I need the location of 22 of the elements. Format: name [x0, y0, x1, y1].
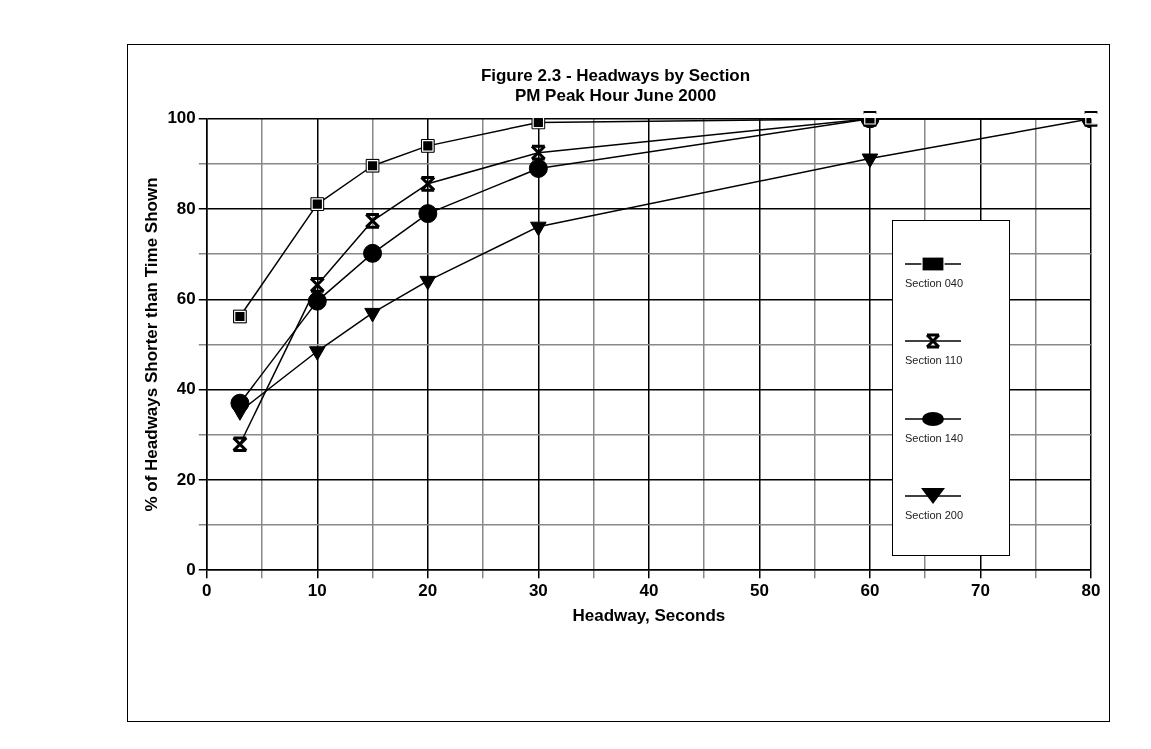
x-axis-title: Headway, Seconds	[572, 606, 726, 626]
legend-label: Section 140	[905, 431, 964, 444]
x-tick-label: 0	[202, 581, 212, 601]
y-tick-label: 20	[176, 469, 196, 489]
y-tick-label: 80	[176, 198, 196, 218]
y-tick-label: 0	[186, 559, 196, 579]
y-tick-label: 40	[176, 379, 196, 399]
x-tick-label: 60	[860, 581, 880, 601]
y-tick-label: 60	[176, 289, 196, 309]
x-tick-label: 40	[639, 581, 659, 601]
y-axis-title: % of Headways Shorter than Time Shown	[141, 177, 161, 512]
x-tick-label: 10	[307, 581, 327, 601]
x-tick-label: 80	[1081, 581, 1101, 601]
legend-label: Section 040	[905, 276, 964, 289]
legend-label: Section 200	[905, 509, 964, 522]
x-tick-label: 70	[971, 581, 990, 601]
legend-label: Section 110	[905, 354, 963, 367]
chart-title: Figure 2.3 - Headways by Section PM Peak Hour June 2000	[480, 65, 751, 106]
x-tick-label: 30	[528, 581, 548, 601]
x-tick-label: 50	[749, 581, 769, 601]
y-tick-label: 100	[167, 108, 196, 128]
x-tick-label: 20	[418, 581, 438, 601]
